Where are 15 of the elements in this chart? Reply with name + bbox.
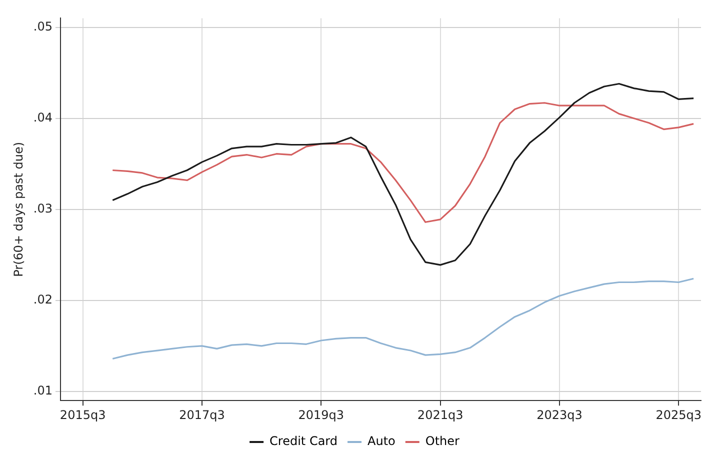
- x-tick-label: 2025q3: [656, 408, 702, 422]
- x-tick-label: 2015q3: [60, 408, 106, 422]
- x-tick-label: 2019q3: [298, 408, 344, 422]
- y-tick-label: .02: [33, 292, 52, 307]
- legend-label: Other: [425, 434, 460, 448]
- y-axis-title: Pr(60+ days past due): [11, 142, 26, 277]
- legend-label: Auto: [368, 434, 396, 448]
- y-tick-label: .01: [33, 384, 52, 398]
- y-tick-label: .05: [33, 19, 52, 34]
- legend-label: Credit Card: [270, 434, 338, 448]
- y-tick-label: .04: [33, 110, 52, 124]
- x-tick-label: 2023q3: [536, 408, 582, 422]
- y-tick-label: .03: [33, 202, 52, 216]
- x-tick-label: 2021q3: [417, 408, 464, 422]
- x-tick-label: 2017q3: [179, 408, 225, 422]
